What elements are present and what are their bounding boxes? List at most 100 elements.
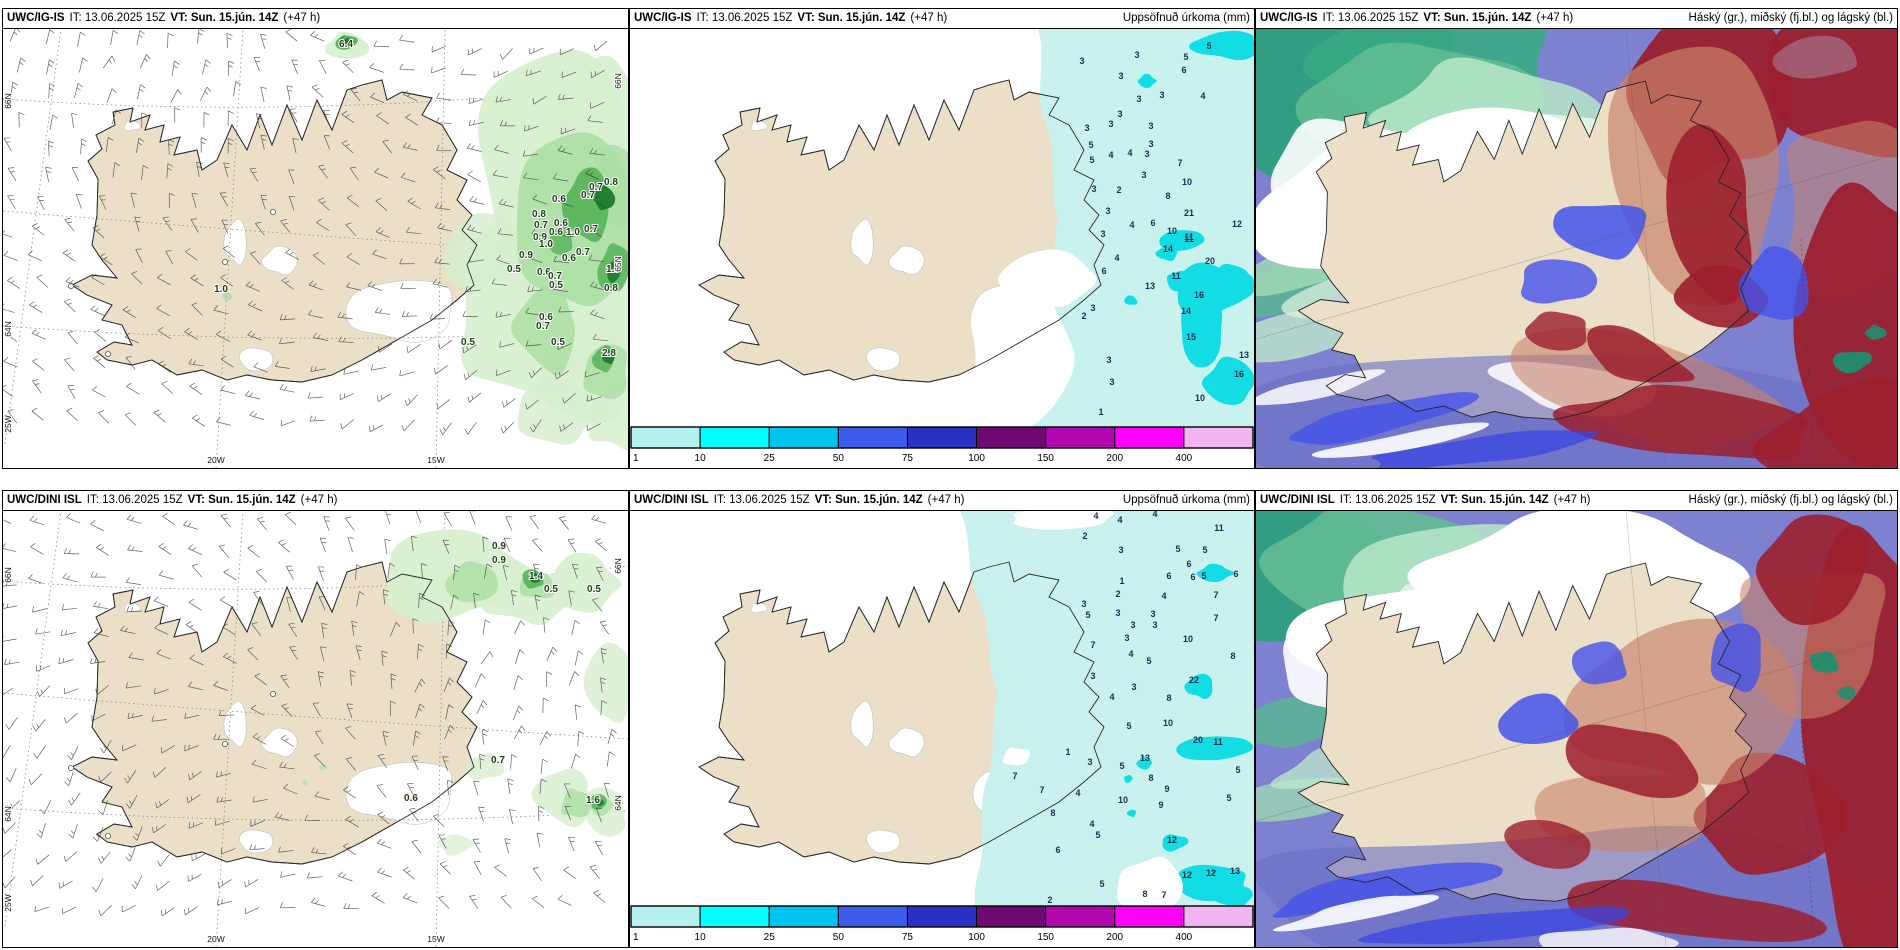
svg-text:5: 5 [1206, 41, 1211, 51]
svg-text:0.7: 0.7 [576, 247, 590, 258]
svg-text:21: 21 [1184, 208, 1194, 218]
svg-text:5: 5 [1202, 545, 1207, 555]
svg-text:13: 13 [1145, 281, 1155, 291]
svg-text:12: 12 [1206, 868, 1216, 878]
svg-text:150: 150 [1037, 932, 1054, 943]
svg-text:2: 2 [1047, 895, 1052, 905]
svg-text:0.9: 0.9 [492, 555, 506, 566]
svg-text:12: 12 [1167, 835, 1177, 845]
svg-text:10: 10 [1163, 718, 1173, 728]
svg-text:25: 25 [764, 453, 776, 464]
lead-time: (+47 h) [300, 494, 338, 506]
svg-text:3: 3 [1109, 377, 1114, 387]
panel-dini-wind: UWC/DINI ISL IT: 13.06.2025 15Z VT: Sun. 1… [2, 490, 629, 948]
svg-text:200: 200 [1106, 453, 1123, 464]
svg-text:1: 1 [1065, 747, 1070, 757]
svg-text:5: 5 [1089, 155, 1094, 165]
svg-text:4: 4 [1109, 692, 1114, 702]
svg-text:7: 7 [1177, 158, 1182, 168]
wind-precip-rate-map: 0.9 0.9 1.4 0.5 0.5 0.7 0.6 1.6 66N 64N 25W 66N 64N 2… [2, 511, 629, 948]
accumulated-precipitation-map: 4 4 4 2 11 3 5 5 6 6 6 5 6 1 2 4 7 3 3 3 5 3 3 7 3 7 10 4 5 8 3 22 3 4 8 5 1… [629, 511, 1255, 948]
model-name: UWC/IG-IS [634, 12, 692, 24]
svg-text:400: 400 [1176, 932, 1193, 943]
svg-text:0.6: 0.6 [554, 218, 568, 229]
svg-text:3: 3 [1117, 109, 1122, 119]
svg-text:0.6: 0.6 [552, 194, 566, 205]
svg-text:6.4: 6.4 [339, 39, 353, 50]
svg-text:8: 8 [1165, 191, 1170, 201]
svg-text:3: 3 [1131, 682, 1136, 692]
svg-text:5: 5 [1146, 656, 1151, 666]
svg-text:0.9: 0.9 [492, 541, 506, 552]
svg-text:9: 9 [1164, 784, 1169, 794]
svg-text:0.7: 0.7 [491, 755, 505, 766]
svg-text:10: 10 [1118, 795, 1128, 805]
svg-text:7: 7 [1012, 771, 1017, 781]
svg-text:5: 5 [1175, 544, 1180, 554]
lead-time: (+47 h) [1536, 12, 1574, 24]
svg-text:11: 11 [1171, 271, 1181, 281]
svg-text:3: 3 [1108, 119, 1113, 129]
svg-text:4: 4 [1200, 91, 1205, 101]
svg-text:10: 10 [1167, 226, 1177, 236]
svg-text:0.7: 0.7 [584, 224, 598, 235]
svg-text:7: 7 [1090, 640, 1095, 650]
svg-text:10: 10 [695, 932, 707, 943]
svg-text:3: 3 [1106, 355, 1111, 365]
valid-time: VT: Sun. 15.jún. 14Z [814, 494, 923, 506]
svg-text:2: 2 [1082, 531, 1087, 541]
run-info: UWC/DINI ISL IT: 13.06.2025 15Z VT: Sun. 1… [634, 491, 969, 510]
svg-text:4: 4 [1114, 253, 1119, 263]
svg-text:6: 6 [1190, 572, 1195, 582]
svg-text:4: 4 [1093, 511, 1098, 521]
svg-text:3: 3 [1124, 633, 1129, 643]
svg-text:5: 5 [1183, 52, 1188, 62]
valid-time: VT: Sun. 15.jún. 14Z [797, 12, 906, 24]
svg-text:0.8: 0.8 [604, 177, 618, 188]
svg-text:3: 3 [1105, 206, 1110, 216]
svg-text:8: 8 [1148, 773, 1153, 783]
init-time: IT: 13.06.2025 15Z [696, 12, 793, 24]
svg-text:20W: 20W [207, 934, 224, 944]
svg-text:14: 14 [1181, 306, 1191, 316]
svg-text:0.5: 0.5 [587, 584, 601, 595]
svg-text:10: 10 [1182, 177, 1192, 187]
svg-text:2.8: 2.8 [602, 348, 616, 359]
svg-text:25: 25 [764, 932, 776, 943]
svg-text:3: 3 [1159, 90, 1164, 100]
svg-text:3: 3 [1118, 545, 1123, 555]
svg-text:0.7: 0.7 [548, 271, 562, 282]
svg-text:20: 20 [1193, 735, 1203, 745]
init-time: IT: 13.06.2025 15Z [1339, 494, 1436, 506]
svg-text:1: 1 [1098, 407, 1103, 417]
svg-text:9: 9 [1158, 800, 1163, 810]
svg-text:0.6: 0.6 [549, 227, 563, 238]
svg-text:3: 3 [1087, 757, 1092, 767]
svg-text:1.0: 1.0 [606, 264, 620, 275]
svg-text:5: 5 [1095, 830, 1100, 840]
svg-text:75: 75 [902, 932, 914, 943]
svg-text:25W: 25W [3, 415, 13, 432]
svg-text:15W: 15W [427, 934, 444, 944]
svg-text:13: 13 [1140, 753, 1150, 763]
svg-text:1.0: 1.0 [539, 239, 553, 250]
svg-text:4: 4 [1128, 649, 1133, 659]
run-info: UWC/DINI ISL IT: 13.06.2025 15Z VT: Sun. 1… [7, 491, 342, 510]
svg-text:0.7: 0.7 [536, 321, 550, 332]
svg-text:0.9: 0.9 [519, 250, 533, 261]
svg-text:12: 12 [1182, 870, 1192, 880]
svg-text:13: 13 [1230, 866, 1240, 876]
svg-text:3: 3 [1081, 599, 1086, 609]
svg-text:1.6: 1.6 [586, 795, 600, 806]
svg-text:5: 5 [1126, 721, 1131, 731]
svg-text:0.5: 0.5 [461, 337, 475, 348]
svg-text:3: 3 [1084, 123, 1089, 133]
svg-text:10: 10 [1183, 634, 1193, 644]
svg-text:50: 50 [833, 453, 845, 464]
svg-text:20: 20 [1205, 256, 1215, 266]
svg-text:3: 3 [1134, 50, 1139, 60]
svg-text:4: 4 [1161, 591, 1166, 601]
svg-text:6: 6 [1186, 559, 1191, 569]
svg-text:0.6: 0.6 [539, 312, 553, 323]
